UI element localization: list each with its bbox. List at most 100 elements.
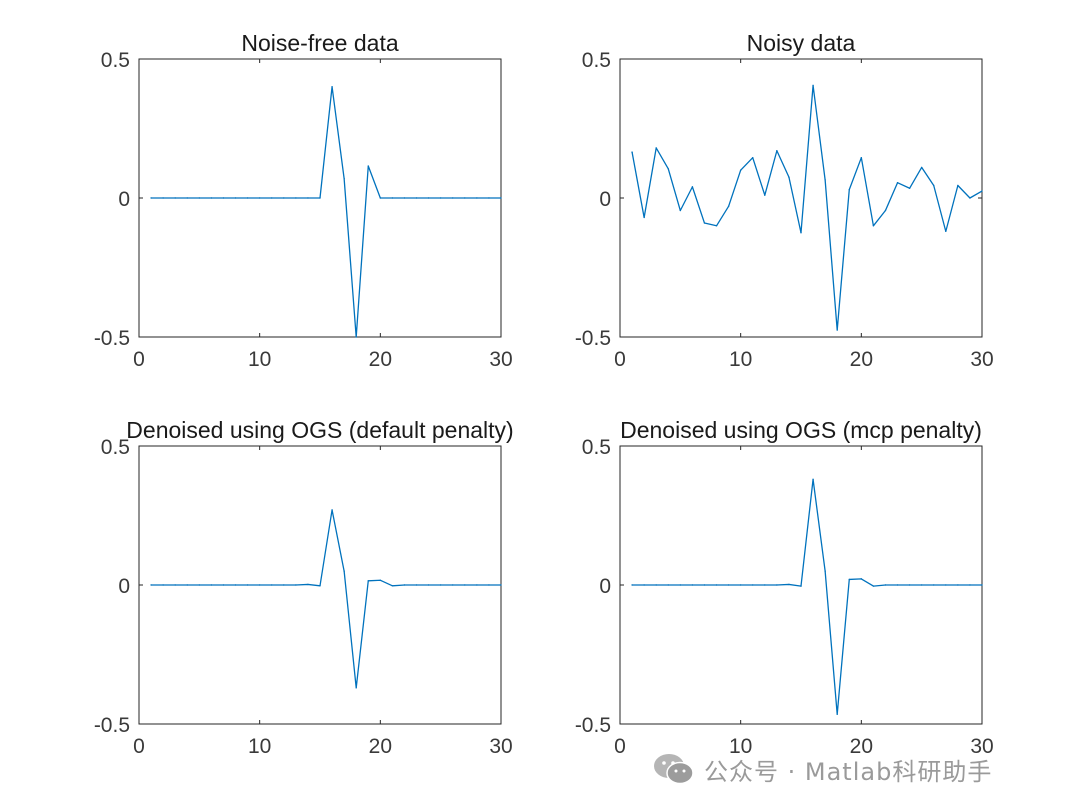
subplot-3: Denoised using OGS (default penalty) 0 10 2… [94,417,514,758]
data-point [872,225,875,227]
data-point [234,197,237,199]
data-point [246,197,249,199]
y-tick-label: 0.5 [101,436,130,459]
y-tick-label: 0 [118,188,130,211]
data-point [162,197,164,199]
data-point [271,584,273,586]
data-point [981,190,983,192]
data-point [667,584,669,586]
data-point [283,584,285,586]
data-point [691,186,694,188]
data-point [776,584,778,586]
data-point [969,197,971,199]
data-point [174,584,176,586]
data-point [715,584,718,586]
data-point [848,578,850,581]
data-point [150,197,152,199]
data-point [271,197,273,199]
data-point [476,197,478,199]
data-point [210,584,213,586]
data-point [655,584,657,586]
y-tick-label: -0.5 [575,327,611,350]
data-point [427,584,430,586]
data-point [643,216,645,219]
data-point [788,583,790,586]
y-tick-label: 0 [599,188,611,211]
data-point [715,225,718,227]
data-point [283,197,285,199]
data-point [198,197,201,199]
data-point [403,197,406,199]
data-point [452,197,454,199]
data-point [198,584,201,586]
data-point [295,584,297,586]
data-point [403,584,406,586]
data-point [945,584,947,586]
x-tick-label: 10 [729,735,752,758]
x-tick-label: 10 [729,348,752,371]
data-point [500,584,502,586]
data-point [908,187,911,189]
data-point [464,584,466,586]
data-point [186,584,188,586]
data-point [764,194,766,196]
data-point [319,585,321,587]
data-point [415,584,418,586]
y-tick-label: 0.5 [582,49,611,72]
data-point [957,184,959,187]
x-tick-label: 0 [133,348,145,371]
data-point [860,156,863,159]
data-point [703,222,706,224]
data-series-line [151,86,501,338]
x-tick-label: 0 [614,735,626,758]
data-point [836,329,838,331]
data-point [162,584,164,586]
data-point [945,230,947,233]
data-point [933,584,935,586]
data-point [174,197,176,199]
wechat-icon [654,754,694,785]
data-point [908,584,911,586]
data-point [824,179,826,181]
data-point [234,584,237,586]
data-point [933,184,935,187]
y-tick-label: -0.5 [94,714,130,737]
data-point [379,579,382,581]
data-point [631,151,633,153]
x-tick-label: 10 [248,735,271,758]
data-point [764,584,766,586]
data-point [307,197,309,199]
data-point [186,197,188,199]
data-series-line [632,478,982,715]
data-point [631,584,633,586]
data-point [679,584,682,586]
data-point [655,147,657,149]
data-point [488,197,490,199]
data-point [367,165,369,167]
data-point [427,197,430,199]
data-point [800,585,802,587]
data-point [500,197,502,199]
data-point [788,176,790,178]
x-tick-label: 30 [489,348,512,371]
x-tick-label: 0 [133,735,145,758]
data-point [896,182,899,184]
data-point [703,584,706,586]
data-point [331,86,333,88]
data-point [307,583,309,586]
y-tick-label: 0 [599,575,611,598]
data-point [739,169,742,171]
data-point [367,580,369,582]
plot-title: Denoised using OGS (default penalty) [126,417,513,443]
data-point [355,687,357,689]
data-point [488,584,490,586]
data-point [343,177,345,180]
data-point [210,197,213,199]
data-point [812,84,814,87]
y-tick-label: -0.5 [94,327,130,350]
data-point [295,197,297,199]
x-tick-label: 30 [970,735,993,758]
